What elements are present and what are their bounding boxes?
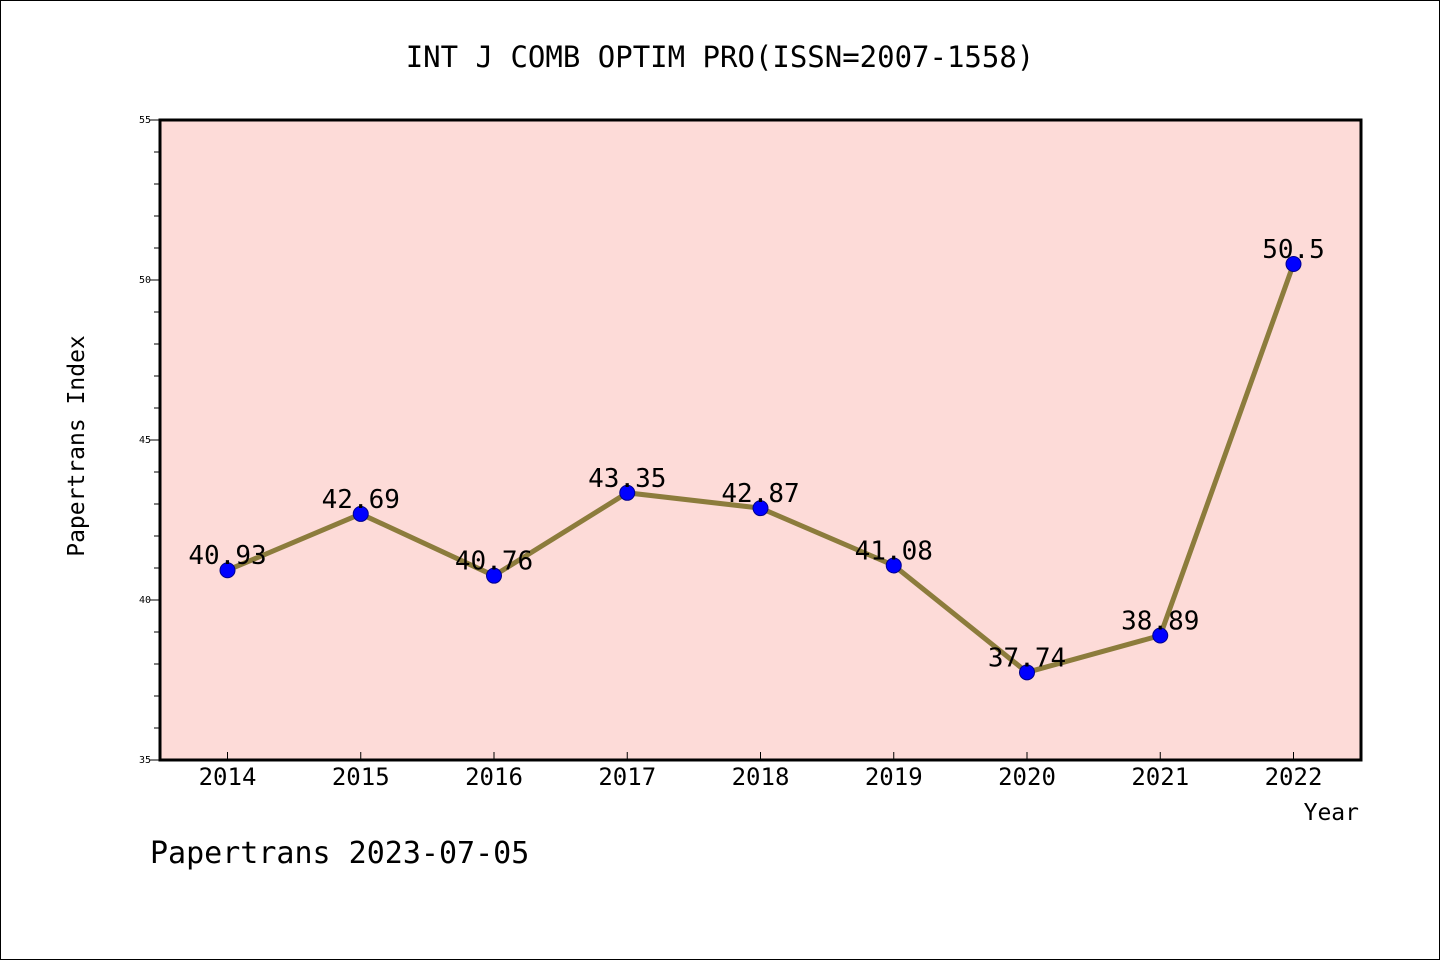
x-tick-label: 2019	[865, 763, 923, 791]
plot-area	[158, 118, 1363, 762]
x-tick-label: 2022	[1265, 763, 1323, 791]
y-tick-label: 55	[139, 115, 151, 126]
y-tick-label: 50	[139, 275, 151, 286]
data-point	[1285, 256, 1302, 272]
data-point	[352, 505, 369, 522]
data-point	[219, 562, 236, 579]
data-label: 43.35	[588, 464, 666, 494]
data-point	[1152, 627, 1169, 644]
series-papertrans-index	[219, 256, 1302, 681]
x-tick-label: 2021	[1131, 763, 1189, 791]
data-label: 50.5	[1262, 235, 1325, 265]
data-label: 40.93	[188, 541, 266, 571]
x-tick-label: 2017	[598, 763, 656, 791]
data-label: 37.74	[988, 643, 1066, 673]
data-point	[752, 500, 769, 517]
y-axis-label: Papertrans Index	[64, 335, 90, 557]
data-label: 40.76	[455, 547, 533, 577]
x-tick-label: 2014	[199, 763, 257, 791]
x-tick-label: 2016	[465, 763, 523, 791]
data-label: 42.87	[721, 479, 799, 509]
chart-title: INT J COMB OPTIM PRO(ISSN=2007-1558)	[406, 40, 1035, 74]
data-label: 42.69	[322, 485, 400, 515]
y-axis: 35 40 45 50 55	[139, 115, 160, 766]
x-tick-label: 2015	[332, 763, 390, 791]
x-tick-label: 2018	[732, 763, 790, 791]
x-axis-label: Year	[1304, 800, 1359, 826]
x-tick-label: 2020	[998, 763, 1056, 791]
y-tick-label: 35	[139, 755, 151, 766]
data-point	[486, 567, 502, 584]
data-labels: 40.93 42.69 40.76 43.35 42.87 41.08 37.74 38.89…	[188, 235, 1324, 673]
y-tick-label: 40	[139, 595, 151, 606]
data-point	[619, 484, 636, 501]
data-label: 38.89	[1121, 607, 1199, 637]
data-point	[1019, 664, 1035, 681]
y-tick-label: 45	[139, 435, 151, 446]
data-point	[885, 557, 902, 574]
x-axis: 2014 2015 2016 2017 2018 2019 2020 2021 2022	[199, 752, 1323, 791]
footer-source-date: Papertrans 2023-07-05	[150, 836, 529, 871]
data-label: 41.08	[855, 536, 933, 566]
